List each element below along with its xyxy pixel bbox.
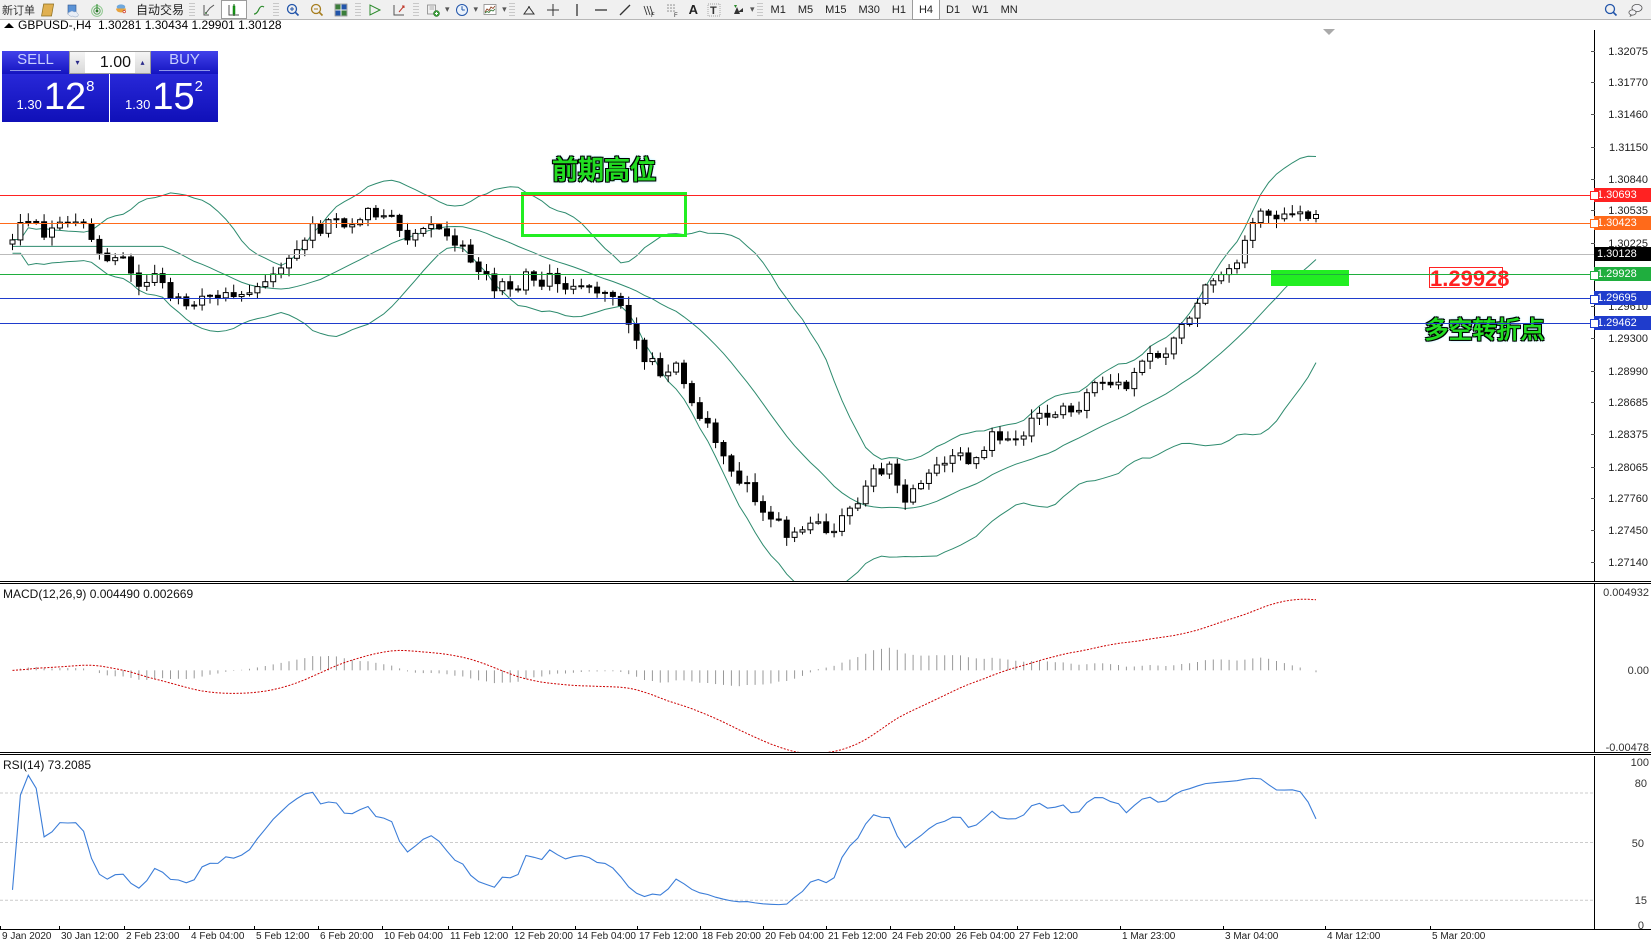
svg-text:F: F bbox=[651, 13, 655, 18]
svg-text:F: F bbox=[674, 13, 678, 18]
svg-text:T: T bbox=[710, 5, 717, 17]
